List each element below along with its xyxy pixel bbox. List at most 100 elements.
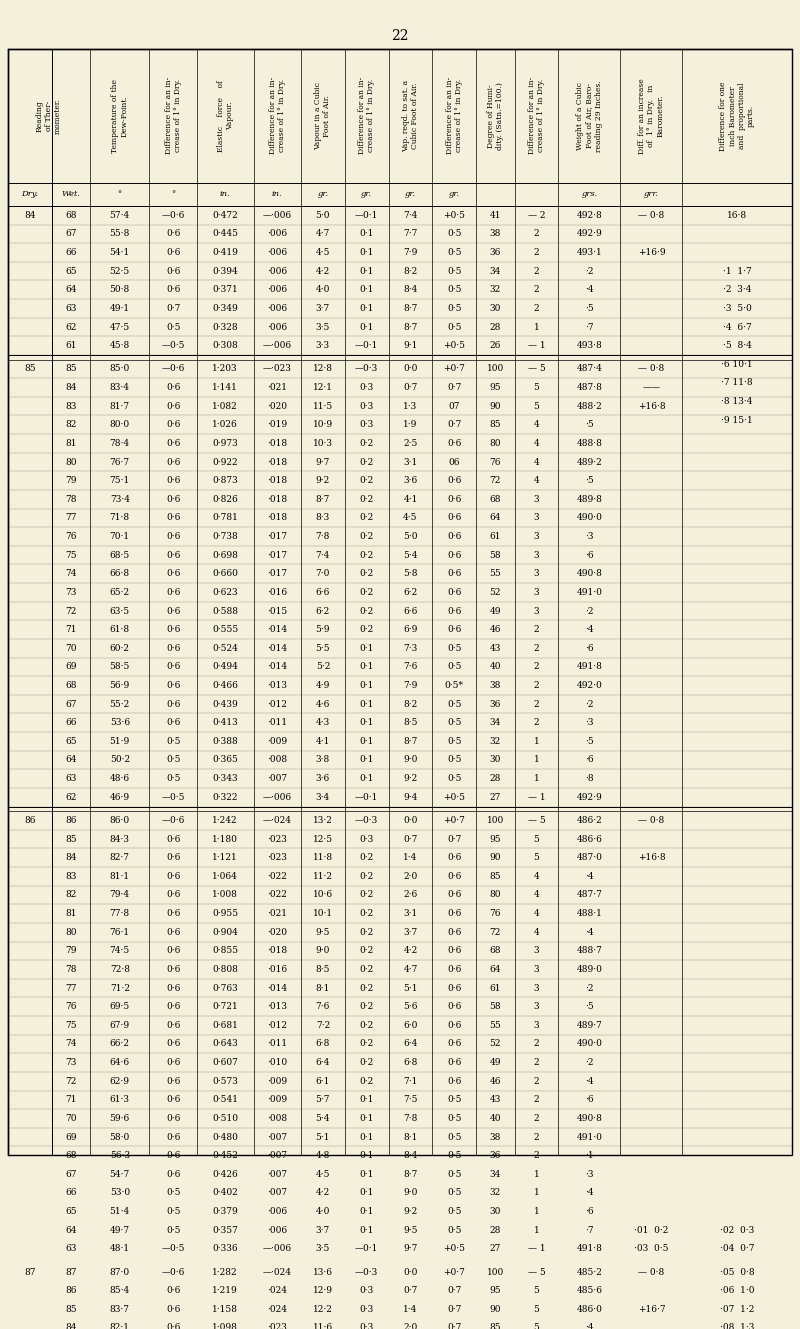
Text: 0·379: 0·379 bbox=[212, 1207, 238, 1216]
Text: 1: 1 bbox=[534, 755, 539, 764]
Text: — 0·8: — 0·8 bbox=[638, 364, 665, 373]
Text: 2: 2 bbox=[534, 230, 539, 238]
Text: 4·3: 4·3 bbox=[316, 718, 330, 727]
Text: 62·9: 62·9 bbox=[110, 1076, 130, 1086]
Text: ·017: ·017 bbox=[267, 550, 287, 560]
Text: — 1: — 1 bbox=[528, 342, 546, 350]
Text: 1: 1 bbox=[534, 736, 539, 746]
Text: 0·6: 0·6 bbox=[166, 625, 180, 634]
Text: 10·9: 10·9 bbox=[313, 420, 333, 429]
Text: ·020: ·020 bbox=[267, 401, 287, 411]
Text: 488·2: 488·2 bbox=[577, 401, 602, 411]
Text: 5: 5 bbox=[534, 1324, 539, 1329]
Text: 8·1: 8·1 bbox=[403, 1132, 418, 1142]
Text: 77: 77 bbox=[66, 513, 77, 522]
Text: ·4: ·4 bbox=[585, 1324, 594, 1329]
Text: 2: 2 bbox=[534, 1151, 539, 1160]
Text: 0·7: 0·7 bbox=[403, 835, 418, 844]
Text: ·010: ·010 bbox=[267, 1058, 287, 1067]
Text: 492·8: 492·8 bbox=[577, 211, 602, 219]
Text: 61: 61 bbox=[66, 342, 77, 350]
Text: 73·4: 73·4 bbox=[110, 494, 130, 504]
Text: 0·5: 0·5 bbox=[447, 1151, 462, 1160]
Text: 489·7: 489·7 bbox=[577, 1021, 602, 1030]
Text: 0·1: 0·1 bbox=[359, 1225, 374, 1235]
Text: 70·1: 70·1 bbox=[110, 532, 130, 541]
Text: 51·9: 51·9 bbox=[110, 736, 130, 746]
Text: 0·973: 0·973 bbox=[212, 439, 238, 448]
Text: 78·4: 78·4 bbox=[110, 439, 130, 448]
Text: 0·6: 0·6 bbox=[166, 946, 180, 956]
Text: +16·8: +16·8 bbox=[638, 853, 666, 863]
Text: 0·6: 0·6 bbox=[447, 890, 462, 900]
Text: 71: 71 bbox=[66, 625, 77, 634]
Text: 0·472: 0·472 bbox=[212, 211, 238, 219]
Text: ·006: ·006 bbox=[267, 1207, 287, 1216]
Text: 67: 67 bbox=[66, 699, 77, 708]
Text: — 0·8: — 0·8 bbox=[638, 211, 665, 219]
Text: 56·3: 56·3 bbox=[110, 1151, 130, 1160]
Text: ·2: ·2 bbox=[585, 267, 594, 275]
Text: 0·1: 0·1 bbox=[359, 267, 374, 275]
Text: Weight of a Cubic
Foot of Air, Baro-
reading 29 Inches.: Weight of a Cubic Foot of Air, Baro- rea… bbox=[576, 80, 602, 152]
Text: 0·1: 0·1 bbox=[359, 662, 374, 671]
Text: 5: 5 bbox=[534, 835, 539, 844]
Text: 2·5: 2·5 bbox=[403, 439, 418, 448]
Text: 0·6: 0·6 bbox=[447, 494, 462, 504]
Text: 0·6: 0·6 bbox=[166, 1286, 180, 1296]
Text: 27: 27 bbox=[490, 792, 501, 801]
Text: ·1  1·7: ·1 1·7 bbox=[723, 267, 752, 275]
Text: 0·0: 0·0 bbox=[403, 1268, 418, 1277]
Text: ·024: ·024 bbox=[267, 1286, 287, 1296]
Text: Difference for an in-
crease of 1° in Dry.: Difference for an in- crease of 1° in Dr… bbox=[165, 77, 182, 154]
Text: ——: —— bbox=[642, 383, 661, 392]
Text: 2: 2 bbox=[534, 1058, 539, 1067]
Text: in.: in. bbox=[272, 190, 282, 198]
Text: ·6: ·6 bbox=[585, 1095, 594, 1104]
Text: 3: 3 bbox=[534, 1021, 539, 1030]
Text: 6·0: 6·0 bbox=[403, 1021, 418, 1030]
Text: 0·5: 0·5 bbox=[447, 699, 462, 708]
Text: 63·5: 63·5 bbox=[110, 606, 130, 615]
Text: — 5: — 5 bbox=[527, 816, 546, 825]
Text: 100: 100 bbox=[486, 1268, 504, 1277]
Text: 53·0: 53·0 bbox=[110, 1188, 130, 1197]
Text: 8·7: 8·7 bbox=[316, 494, 330, 504]
Text: 0·5: 0·5 bbox=[447, 1207, 462, 1216]
Text: ·018: ·018 bbox=[267, 457, 287, 466]
Text: 58: 58 bbox=[490, 550, 501, 560]
Text: 2·6: 2·6 bbox=[403, 890, 418, 900]
Text: 46: 46 bbox=[490, 1076, 501, 1086]
Text: 75: 75 bbox=[65, 550, 77, 560]
Text: 75: 75 bbox=[65, 1021, 77, 1030]
Text: 62: 62 bbox=[66, 792, 77, 801]
Text: 3: 3 bbox=[534, 983, 539, 993]
Text: +16·8: +16·8 bbox=[638, 401, 666, 411]
Text: 0·6: 0·6 bbox=[166, 569, 180, 578]
Text: 0·6: 0·6 bbox=[166, 606, 180, 615]
Text: ·5: ·5 bbox=[585, 1002, 594, 1011]
Text: 4: 4 bbox=[534, 928, 539, 937]
Text: 0·643: 0·643 bbox=[212, 1039, 238, 1049]
Text: 491·0: 491·0 bbox=[577, 587, 602, 597]
Text: 8·3: 8·3 bbox=[316, 513, 330, 522]
Text: 3·6: 3·6 bbox=[316, 773, 330, 783]
Text: ·006: ·006 bbox=[267, 267, 287, 275]
Text: 61: 61 bbox=[490, 983, 501, 993]
Text: 43: 43 bbox=[490, 643, 501, 653]
Text: 487·4: 487·4 bbox=[577, 364, 602, 373]
Text: 9·1: 9·1 bbox=[403, 342, 418, 350]
Text: 4·2: 4·2 bbox=[316, 1188, 330, 1197]
Text: ·2  3·4: ·2 3·4 bbox=[723, 286, 751, 294]
Text: 0·721: 0·721 bbox=[212, 1002, 238, 1011]
Text: ·2: ·2 bbox=[585, 606, 594, 615]
Text: 30: 30 bbox=[490, 1207, 501, 1216]
Text: 1·064: 1·064 bbox=[212, 872, 238, 881]
Text: ·007: ·007 bbox=[267, 1132, 287, 1142]
Text: 71·8: 71·8 bbox=[110, 513, 130, 522]
Text: 6·4: 6·4 bbox=[316, 1058, 330, 1067]
Text: 0·1: 0·1 bbox=[359, 323, 374, 331]
Text: 0·5: 0·5 bbox=[447, 267, 462, 275]
Text: 1·282: 1·282 bbox=[213, 1268, 238, 1277]
Text: 6·2: 6·2 bbox=[403, 587, 418, 597]
